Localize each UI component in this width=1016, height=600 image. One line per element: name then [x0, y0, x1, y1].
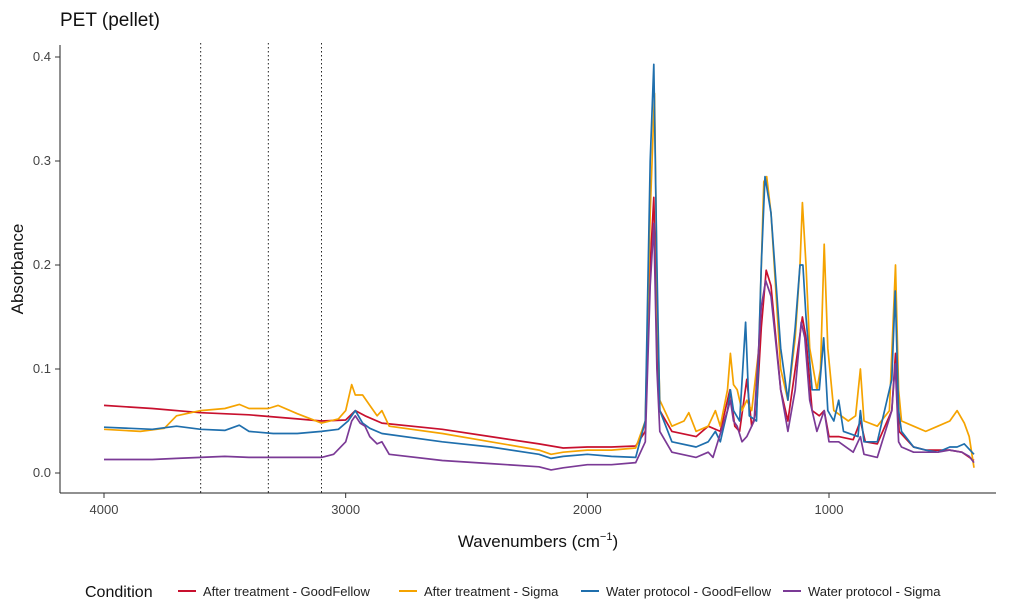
- series-line-1: [103, 196, 975, 462]
- y-tick-label: 0.4: [33, 49, 51, 64]
- series-line-2: [103, 92, 975, 468]
- x-axis-title: Wavenumbers (cm−1): [458, 531, 618, 551]
- axes: [59, 45, 996, 494]
- y-tick-label: 0.0: [33, 465, 51, 480]
- x-axis-unit: cm: [577, 532, 600, 551]
- y-tick-label: 0.3: [33, 153, 51, 168]
- x-tick-label: 2000: [573, 502, 602, 517]
- series-line-3: [103, 63, 975, 460]
- legend-label-2: After treatment - Sigma: [424, 584, 559, 599]
- x-tick-label: 1000: [815, 502, 844, 517]
- legend-label-1: After treatment - GoodFellow: [203, 584, 371, 599]
- chart-title: PET (pellet): [60, 10, 160, 31]
- legend: Condition After treatment - GoodFellow Af…: [85, 584, 941, 600]
- reference-lines: [200, 43, 322, 493]
- legend-label-4: Water protocol - Sigma: [808, 584, 941, 599]
- x-tick-label: 4000: [90, 502, 119, 517]
- y-tick-label: 0.1: [33, 361, 51, 376]
- x-tick-label: 3000: [331, 502, 360, 517]
- x-axis-title-text: Wavenumbers: [458, 532, 567, 551]
- series-line-4: [104, 222, 975, 471]
- x-axis-unit-exponent: −1: [600, 531, 613, 543]
- x-ticks: 4000 3000 2000 1000: [90, 493, 844, 517]
- series-layer: [103, 63, 975, 471]
- y-ticks: 0.0 0.1 0.2 0.3 0.4: [33, 49, 60, 480]
- legend-label-3: Water protocol - GoodFellow: [606, 584, 772, 599]
- y-tick-label: 0.2: [33, 257, 51, 272]
- y-axis-title: Absorbance: [8, 224, 27, 315]
- legend-title: Condition: [85, 584, 153, 600]
